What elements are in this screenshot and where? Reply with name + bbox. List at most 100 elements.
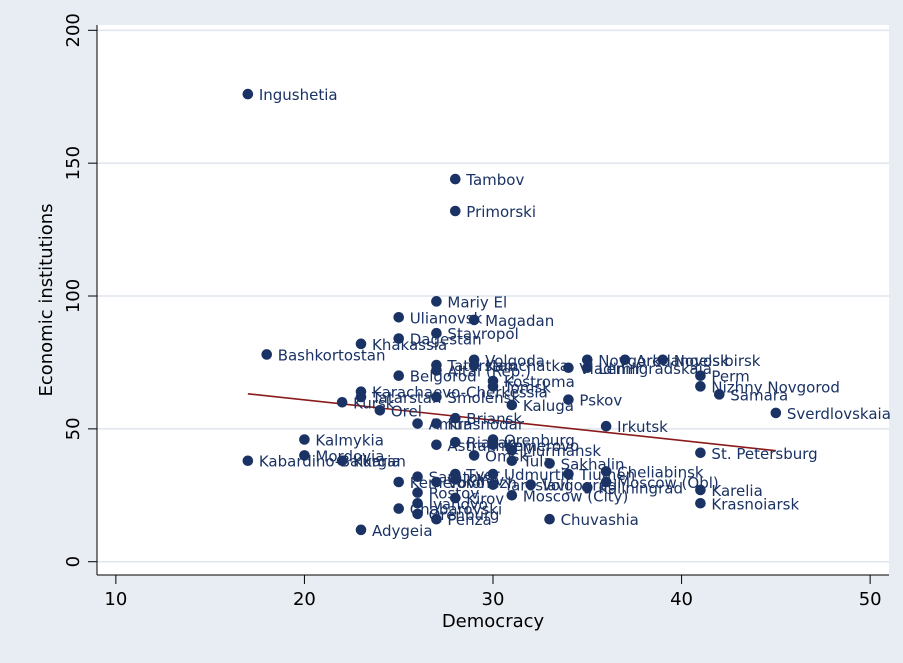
data-point [525, 479, 537, 490]
y-axis-title: Economic institutions [36, 203, 57, 396]
data-point [449, 436, 461, 448]
point-label: Moscow (City) [523, 487, 629, 505]
point-label: Kalmykia [315, 431, 383, 449]
data-point [506, 444, 518, 456]
data-point [412, 487, 423, 498]
point-label: Kaliningrad [598, 479, 683, 497]
data-point [431, 391, 442, 403]
y-tick-label: 50 [63, 417, 84, 440]
point-label: Pskov [579, 392, 622, 410]
data-point [487, 381, 499, 392]
point-label: Leningradskaia [598, 360, 712, 378]
point-label: Chuvashia [561, 511, 639, 529]
data-point [581, 482, 593, 493]
point-label: Sverdlovskaia [787, 405, 891, 423]
data-point [695, 381, 706, 392]
point-label: Vladimir [579, 360, 642, 378]
point-label: Kabardino-Balkaria [259, 453, 401, 471]
point-label: Udmurtia [504, 466, 574, 484]
point-label: Kostroma [504, 373, 575, 391]
point-label: Novosibirsk [674, 352, 761, 370]
x-tick-label: 10 [104, 589, 127, 610]
data-point [468, 450, 480, 461]
data-point [412, 508, 423, 520]
points-layer: Ingushetia Tambov Primorski Mariy ElUlianov… [242, 86, 891, 540]
point-label: Primorski [466, 203, 536, 221]
data-point [563, 394, 574, 405]
point-label: Mariy El [447, 293, 507, 311]
data-point [487, 479, 499, 490]
data-point [412, 497, 423, 509]
point-label: Dagestan [410, 331, 482, 349]
point-label: Orel [391, 402, 422, 420]
data-point [713, 389, 725, 400]
data-point [506, 455, 518, 467]
point-label: Moscow (Obl) [617, 474, 719, 492]
data-point [355, 391, 367, 403]
data-point [299, 434, 310, 445]
y-tick-label: 200 [63, 13, 84, 47]
data-point [600, 466, 612, 477]
data-point [431, 418, 442, 429]
data-point [449, 474, 461, 485]
data-point [544, 458, 555, 469]
data-point [449, 173, 461, 185]
data-point [336, 455, 348, 467]
point-label: Khakassia [372, 336, 447, 354]
point-label: Kamchatka [485, 357, 569, 375]
fit-line-layer [247, 392, 776, 452]
point-label: Tambov [465, 171, 524, 189]
data-point [431, 296, 442, 307]
data-point [619, 354, 631, 366]
data-point [581, 362, 593, 374]
data-point [449, 492, 461, 504]
data-point [770, 407, 782, 419]
x-tick-label: 20 [293, 589, 316, 610]
point-label: Murmansk [523, 442, 601, 460]
point-label: St. Petersburg [711, 445, 817, 463]
data-point [544, 513, 555, 525]
data-point [412, 418, 423, 429]
point-label: Tiumen [578, 466, 635, 484]
data-point [431, 513, 442, 525]
data-point [563, 362, 574, 374]
point-label: Altai (Rep.) [447, 362, 530, 380]
data-point [449, 412, 461, 424]
data-point [412, 471, 423, 482]
point-label: Mordovia [315, 447, 384, 465]
data-point [487, 468, 499, 480]
point-label: Ulianovsk [410, 309, 483, 327]
point-label: Smolensk [447, 389, 520, 407]
point-label: Volgoda [485, 352, 545, 370]
point-label: Yaroslavl [503, 477, 570, 495]
point-label: Volgograd [542, 477, 618, 495]
point-label: Irkutsk [617, 418, 668, 436]
data-point [600, 420, 612, 432]
point-label: Magadan [485, 312, 554, 330]
point-label: Orenburg [429, 506, 500, 524]
point-label: Belgorod [410, 368, 477, 386]
data-point [468, 314, 480, 326]
point-label: Kemerovo [410, 474, 485, 492]
point-label: Adygeia [372, 522, 433, 540]
data-point [299, 450, 310, 461]
point-label: Kirov [466, 490, 504, 508]
y-tick-label: 150 [63, 146, 84, 180]
point-label: Nizhny Novgorod [711, 378, 839, 396]
point-label: Karachaevo-Cherkessia [372, 384, 548, 402]
data-point [581, 354, 593, 366]
data-point [393, 333, 405, 344]
point-label: Karelia [711, 482, 762, 500]
data-point [695, 484, 706, 496]
data-point [393, 503, 405, 514]
point-label: Kaluga [523, 397, 574, 415]
point-label: Ivanovo [429, 495, 488, 513]
data-point [393, 370, 405, 382]
data-point [657, 354, 669, 366]
point-label: Novgorod [598, 352, 671, 370]
point-label: Tomsk [503, 378, 551, 396]
point-label: Bashkortostan [278, 346, 386, 364]
data-point [695, 370, 706, 382]
data-point [431, 327, 442, 339]
data-point [695, 497, 706, 509]
